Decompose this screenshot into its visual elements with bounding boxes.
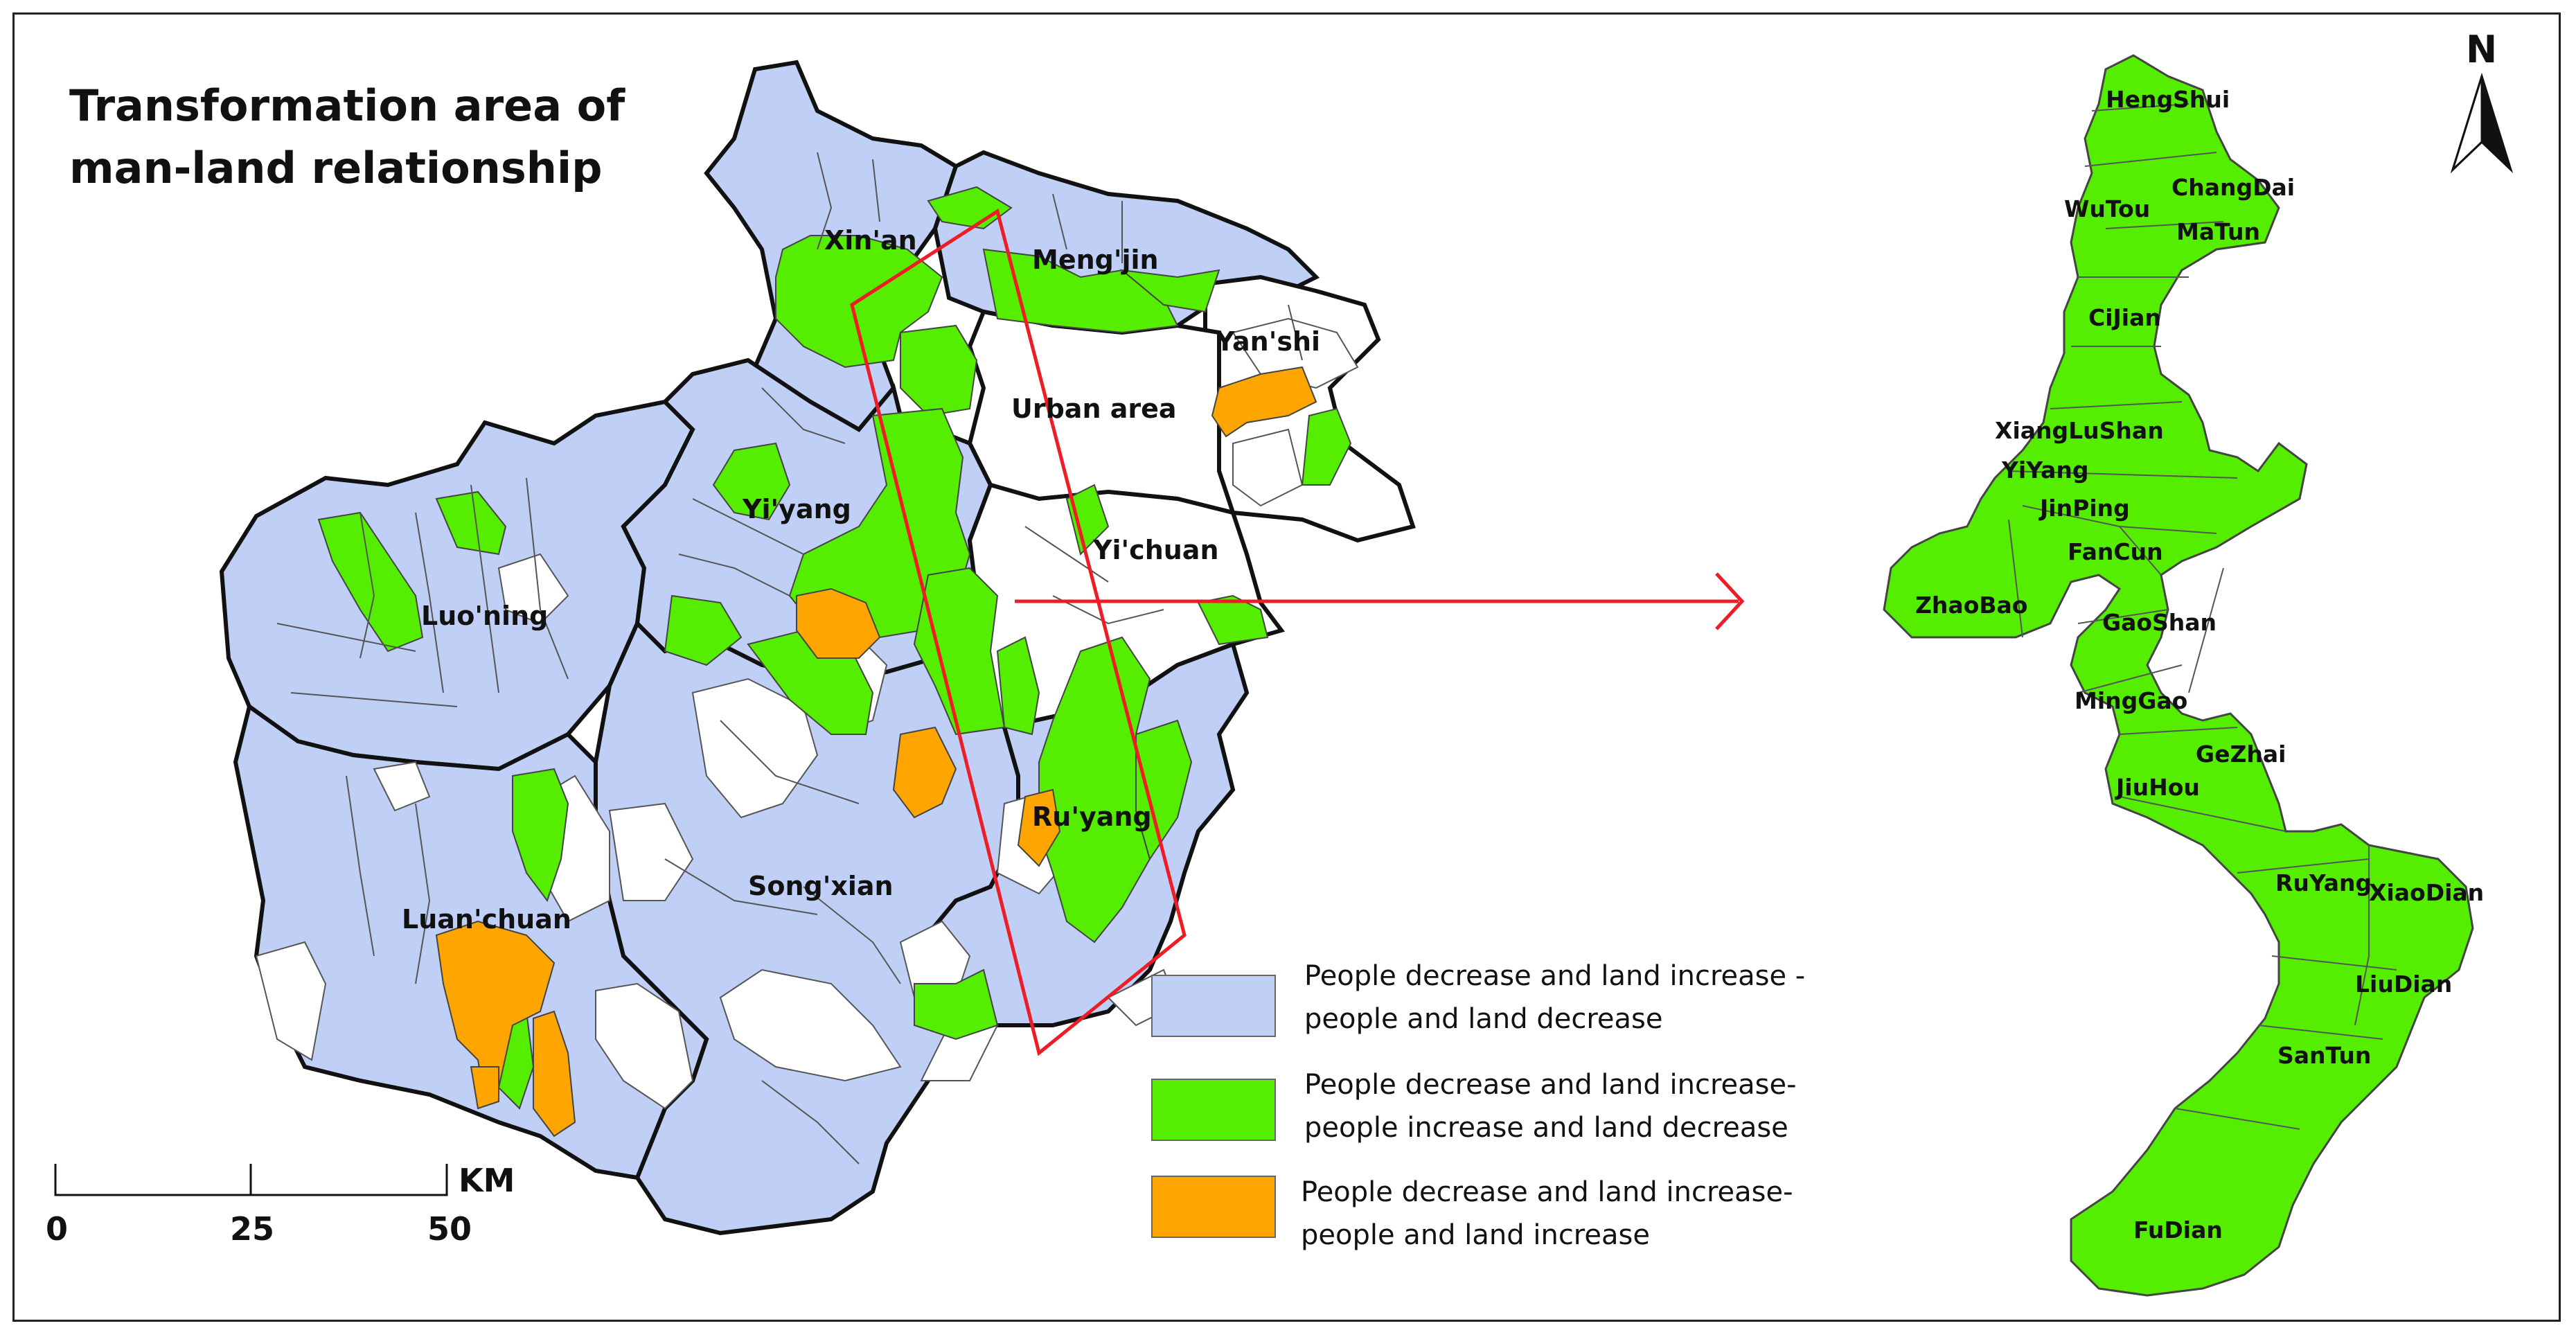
scale-unit: KM <box>459 1162 515 1199</box>
north-arrow: N <box>2450 28 2514 174</box>
scale-bar <box>54 1164 448 1196</box>
town-yiyang: YiYang <box>2001 457 2088 484</box>
scale-tick-50: 50 <box>427 1210 472 1248</box>
legend-item-1-line1: People decrease and land increase - <box>1304 960 1806 992</box>
label-xinan: Xin'an <box>824 225 917 256</box>
town-labels: HengShui ChangDai WuTou MaTun CiJian Xia… <box>1915 86 2484 1243</box>
county-labels: Xin'an Meng'jin Yan'shi Urban area Yi'ya… <box>402 225 1320 935</box>
scale-tick-0: 0 <box>46 1210 68 1248</box>
town-santun: SanTun <box>2277 1042 2371 1069</box>
label-yanshi: Yan'shi <box>1215 326 1320 357</box>
label-yiyang: Yi'yang <box>742 494 851 524</box>
town-minggao: MingGao <box>2075 687 2187 714</box>
legend-item-2-line1: People decrease and land increase- <box>1304 1069 1797 1101</box>
label-yichuan: Yi'chuan <box>1092 535 1219 565</box>
town-changdai: ChangDai <box>2171 174 2295 201</box>
legend-item-3-line2: people and land increase <box>1301 1219 1650 1251</box>
township-lines <box>276 152 1303 1165</box>
map-title: Transformation area of man-land relation… <box>69 75 625 200</box>
town-fancun: FanCun <box>2068 538 2163 565</box>
town-gezhai: GeZhai <box>2196 741 2286 768</box>
town-xiaodian: XiaoDian <box>2369 879 2484 906</box>
detail-corridor <box>1883 54 2474 1297</box>
orange-subareas <box>435 366 1317 1137</box>
legend-item-2: People decrease and land increase- peopl… <box>1304 1063 1797 1149</box>
label-ruyang: Ru'yang <box>1032 802 1152 832</box>
map-title-line1: Transformation area of <box>69 80 625 131</box>
label-mengjin: Meng'jin <box>1032 245 1159 275</box>
map-title-line2: man-land relationship <box>69 143 603 193</box>
legend-item-3: People decrease and land increase- peopl… <box>1301 1171 1793 1257</box>
arrow-head <box>1715 572 1745 630</box>
scale-labels: KM 0 25 50 <box>46 1162 515 1248</box>
legend-swatch-orange <box>1151 1176 1276 1238</box>
legend-item-1-line2: people and land decrease <box>1304 1003 1663 1035</box>
town-xianglushan: XiangLuShan <box>1995 417 2164 444</box>
north-label: N <box>2466 28 2497 71</box>
town-hengshui: HengShui <box>2106 86 2230 113</box>
town-jinping: JinPing <box>2038 495 2130 522</box>
legend-item-3-line1: People decrease and land increase- <box>1301 1176 1793 1208</box>
study-corridor <box>850 209 1745 1056</box>
town-jiuhou: JiuHou <box>2115 774 2200 801</box>
white-subareas <box>255 317 1359 1110</box>
label-songxian: Song'xian <box>748 871 894 901</box>
scale-tick-25: 25 <box>230 1210 274 1248</box>
label-luoning: Luo'ning <box>421 601 548 631</box>
legend-swatch-blue <box>1151 975 1276 1037</box>
legend-item-1: People decrease and land increase - peop… <box>1304 955 1805 1041</box>
detail-township-lines <box>2008 103 2397 1130</box>
green-subareas <box>317 186 1352 1110</box>
town-zhaobao: ZhaoBao <box>1915 592 2027 619</box>
label-luanchuan: Luan'chuan <box>402 904 571 935</box>
legend-swatch-green <box>1151 1079 1276 1141</box>
town-liudian: LiuDian <box>2355 971 2452 998</box>
town-gaoshan: GaoShan <box>2102 609 2217 636</box>
legend-swatches <box>1151 975 1276 1238</box>
label-urban: Urban area <box>1011 393 1177 424</box>
town-ruyang: RuYang <box>2275 869 2372 896</box>
town-cijian: CiJian <box>2088 304 2161 331</box>
corridor-outline <box>850 209 1187 1056</box>
legend-item-2-line2: people increase and land decrease <box>1304 1112 1788 1144</box>
town-wutou: WuTou <box>2064 195 2150 222</box>
map-frame <box>12 12 2561 1322</box>
detail-map <box>1883 54 2474 1297</box>
town-fudian: FuDian <box>2133 1216 2223 1243</box>
town-matun: MaTun <box>2176 218 2260 245</box>
